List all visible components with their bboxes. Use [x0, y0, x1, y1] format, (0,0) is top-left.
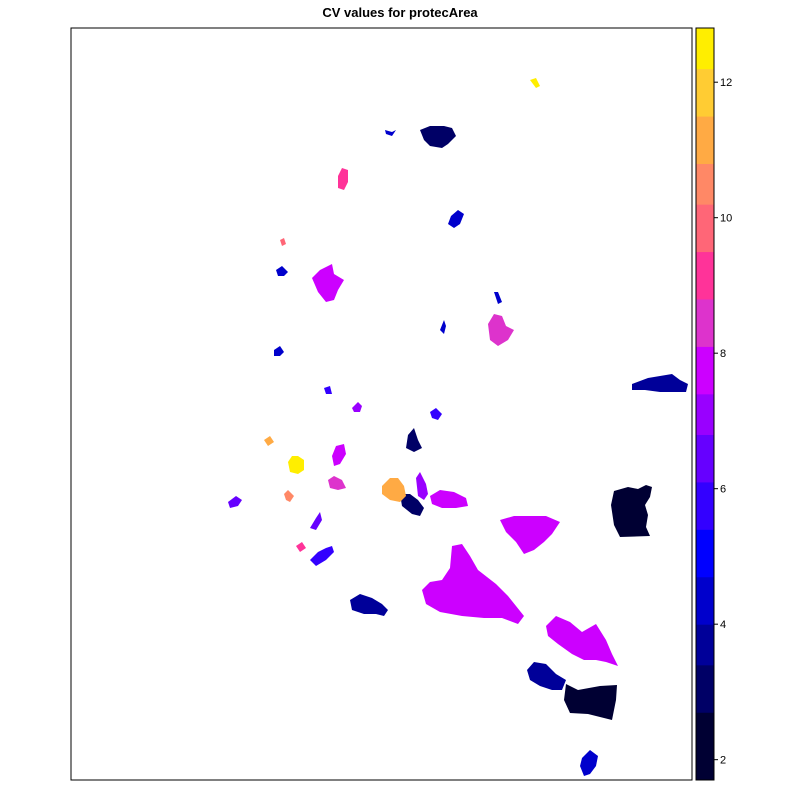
chart-title: CV values for protecArea	[322, 5, 478, 20]
protected-area-region	[580, 750, 598, 776]
colorbar-segment	[696, 481, 714, 530]
protected-area-region	[527, 662, 566, 690]
colorbar-segment	[696, 346, 714, 395]
colorbar-tick-label: 8	[720, 348, 726, 360]
colorbar-segment	[696, 393, 714, 435]
protected-area-region	[350, 594, 388, 616]
protected-area-region	[422, 544, 524, 624]
protected-area-region	[632, 374, 688, 392]
colorbar-segment	[696, 251, 714, 300]
protected-area-region	[440, 320, 446, 334]
protected-area-region	[228, 496, 242, 508]
protected-area-region	[296, 542, 306, 552]
colorbar-frame	[695, 27, 715, 781]
protected-area-region	[400, 494, 424, 516]
colorbar-segment	[696, 664, 714, 713]
protected-area-region	[500, 516, 560, 554]
protected-areas-layer	[228, 78, 688, 776]
protected-area-region	[328, 476, 346, 490]
colorbar-segment	[696, 712, 714, 781]
protected-area-region	[324, 386, 332, 394]
colorbar-segment	[696, 68, 714, 117]
protected-area-region	[312, 264, 344, 302]
protected-area-region	[564, 684, 617, 720]
protected-area-region	[494, 292, 502, 304]
protected-area-region	[352, 402, 362, 412]
colorbar	[695, 27, 715, 781]
protected-area-region	[280, 238, 286, 246]
protected-area-region	[385, 130, 396, 136]
colorbar-tick-label: 4	[720, 619, 726, 631]
colorbar-segment	[696, 116, 714, 164]
protected-area-region	[420, 126, 456, 148]
colorbar-segment	[696, 204, 714, 253]
protected-area-region	[488, 314, 514, 346]
protected-area-region	[406, 428, 422, 452]
protected-area-region	[276, 266, 288, 276]
protected-area-region	[382, 478, 406, 502]
colorbar-segment	[696, 529, 714, 578]
protected-area-region	[530, 78, 540, 88]
colorbar-segment	[696, 298, 714, 347]
colorbar-tick-label: 2	[720, 755, 726, 767]
protected-area-region	[430, 408, 442, 420]
protected-area-region	[430, 490, 468, 508]
protected-area-region	[546, 616, 618, 666]
protected-area-region	[332, 444, 346, 466]
colorbar-tick-label: 12	[720, 77, 732, 89]
protected-area-region	[310, 546, 334, 566]
colorbar-tick-label: 10	[720, 213, 732, 225]
protected-area-region	[338, 168, 348, 190]
protected-area-region	[448, 210, 464, 228]
colorbar-segment	[696, 28, 714, 70]
colorbar-tick-label: 6	[720, 484, 726, 496]
protected-area-region	[284, 490, 294, 502]
colorbar-segment	[696, 163, 714, 205]
protected-area-region	[288, 456, 304, 474]
protected-area-region	[416, 472, 428, 500]
protected-area-region	[274, 346, 284, 356]
colorbar-ticks: 2 4 6 8 10 12	[714, 77, 732, 767]
colorbar-segment	[696, 434, 714, 483]
colorbar-segment	[696, 576, 714, 625]
protected-area-region	[264, 436, 274, 446]
protected-area-region	[611, 485, 652, 537]
map-panel	[70, 27, 693, 781]
protected-area-region	[310, 512, 322, 530]
colorbar-segment	[696, 624, 714, 666]
